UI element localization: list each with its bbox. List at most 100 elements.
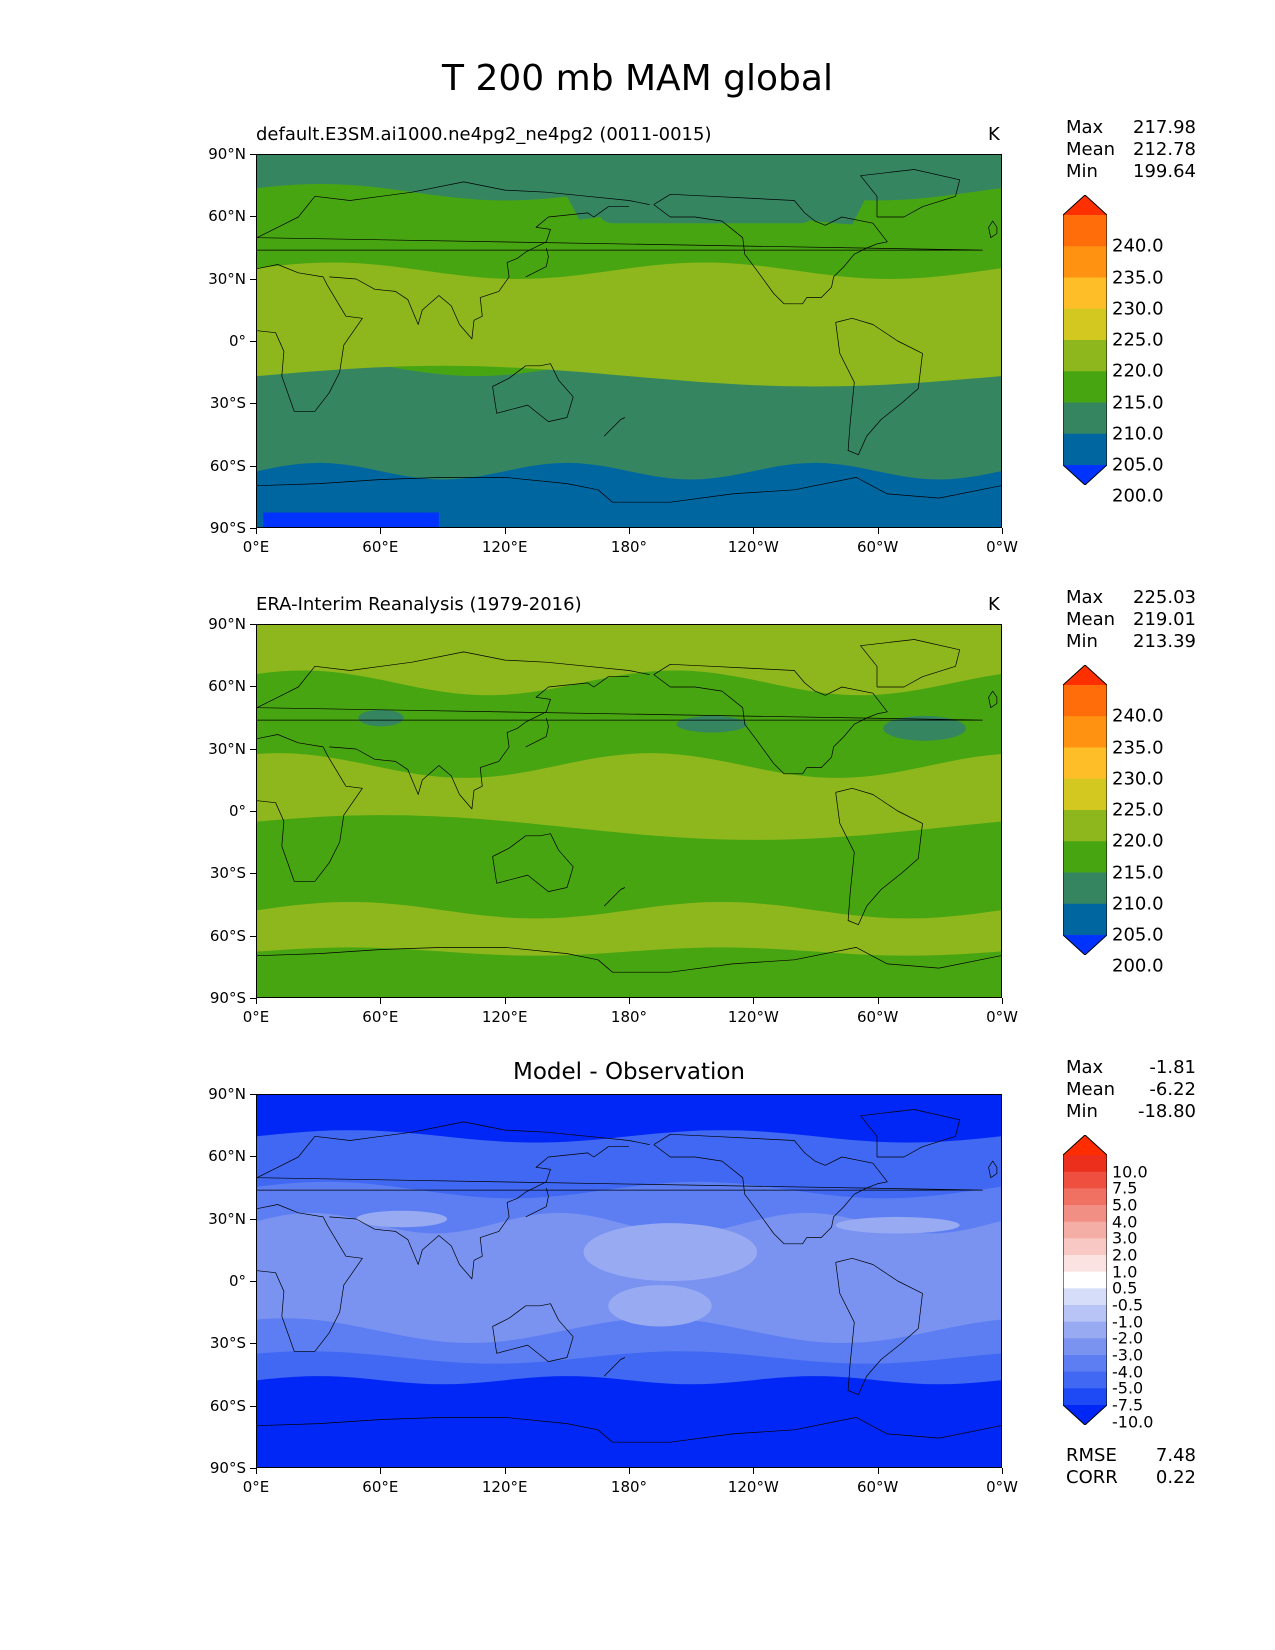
lon-tick bbox=[629, 1468, 630, 1474]
metric-row: RMSE 7.48 bbox=[1066, 1445, 1196, 1467]
colorbar-extend-min bbox=[1063, 465, 1107, 485]
lon-tick-label: 120°W bbox=[727, 538, 779, 556]
coastline bbox=[860, 169, 961, 218]
stat-label: Mean bbox=[1066, 1079, 1116, 1100]
stat-label: Min bbox=[1066, 1101, 1098, 1122]
contour-fill bbox=[583, 1223, 758, 1281]
lat-tick bbox=[250, 1405, 256, 1407]
coastline bbox=[653, 1133, 888, 1245]
lon-tick-label: 120°W bbox=[727, 1478, 779, 1496]
stat-value: 225.03 bbox=[1133, 587, 1196, 608]
colorbar-tick-label: -2.0 bbox=[1112, 1328, 1144, 1348]
lat-tick bbox=[250, 403, 256, 405]
lat-tick bbox=[250, 528, 256, 529]
lon-tick bbox=[629, 998, 630, 1004]
coastline bbox=[329, 676, 629, 810]
stat-value: -6.22 bbox=[1149, 1079, 1196, 1100]
colorbar-tick-label: -1.0 bbox=[1112, 1312, 1144, 1332]
lat-tick-label: 30°N bbox=[208, 739, 246, 758]
lon-tick bbox=[256, 1468, 257, 1474]
lat-tick-label: 0° bbox=[228, 332, 246, 350]
colorbar-segment bbox=[1063, 1255, 1107, 1273]
stat-value: -18.80 bbox=[1137, 1101, 1196, 1122]
stat-value: -1.81 bbox=[1149, 1057, 1196, 1078]
lat-tick-label: 90°S bbox=[209, 989, 246, 1007]
colorbar-segment bbox=[1063, 1305, 1107, 1323]
colorbar-tick-label: 10.0 bbox=[1112, 1162, 1148, 1182]
colorbar-extend-min bbox=[1063, 935, 1107, 955]
map-area bbox=[256, 1094, 1002, 1468]
colorbar-tick-label: 210.0 bbox=[1112, 893, 1164, 915]
lon-tick bbox=[380, 998, 382, 1004]
lat-tick-label: 60°N bbox=[208, 207, 246, 226]
lat-tick-label: 90°S bbox=[209, 519, 246, 537]
colorbar-segment bbox=[1063, 810, 1107, 842]
lat-tick bbox=[250, 216, 256, 218]
stat-label: Mean bbox=[1066, 609, 1116, 630]
lat-tick-label: 90°N bbox=[208, 1085, 246, 1103]
stat-row: Mean -6.22 bbox=[1066, 1079, 1196, 1101]
lat-tick bbox=[250, 154, 256, 155]
contour-fill bbox=[257, 462, 1001, 527]
lat-tick-label: 60°S bbox=[209, 1396, 246, 1415]
lat-tick-label: 30°N bbox=[208, 269, 246, 288]
coastline bbox=[257, 1417, 1001, 1443]
units-label: K bbox=[988, 124, 1000, 145]
colorbar-segment bbox=[1063, 1188, 1107, 1206]
coastline bbox=[988, 220, 998, 238]
lat-tick bbox=[250, 624, 256, 625]
colorbar-segment bbox=[1063, 1321, 1107, 1339]
colorbar-tick-label: -10.0 bbox=[1112, 1412, 1154, 1432]
coastline bbox=[257, 947, 1001, 973]
colorbar-tick-label: -0.5 bbox=[1112, 1295, 1144, 1315]
lon-tick-label: 60°W bbox=[856, 538, 899, 556]
lat-tick bbox=[250, 278, 256, 280]
units-label: K bbox=[988, 594, 1000, 615]
model-panel: default.E3SM.ai1000.ne4pg2_ne4pg2 (0011-… bbox=[0, 0, 1275, 556]
lon-tick-label: 0°E bbox=[242, 1008, 270, 1026]
coastline bbox=[653, 193, 888, 305]
stats-box: Max 217.98 Mean 212.78 Min 199.64 bbox=[1066, 117, 1196, 183]
colorbar-tick-label: 7.5 bbox=[1112, 1178, 1138, 1198]
lon-tick bbox=[380, 1468, 382, 1474]
colorbar-tick-label: 225.0 bbox=[1112, 799, 1164, 821]
colorbar bbox=[1062, 194, 1108, 489]
colorbar-tick-label: 5.0 bbox=[1112, 1195, 1138, 1215]
contour-fill bbox=[356, 1210, 448, 1228]
stat-value: 213.39 bbox=[1133, 631, 1196, 652]
stat-row: Min 199.64 bbox=[1066, 161, 1196, 183]
contour-fill bbox=[358, 709, 404, 727]
lat-tick-label: 30°S bbox=[209, 864, 246, 883]
contour-map bbox=[257, 155, 1001, 527]
lat-tick bbox=[250, 1281, 256, 1282]
coastline bbox=[257, 1121, 983, 1191]
coastline bbox=[257, 1204, 363, 1352]
stat-label: Min bbox=[1066, 631, 1098, 652]
stat-label: Mean bbox=[1066, 139, 1116, 160]
colorbar-segment bbox=[1063, 402, 1107, 435]
contour-fill bbox=[883, 715, 966, 741]
lon-tick bbox=[753, 998, 755, 1004]
map-area bbox=[256, 154, 1002, 528]
lat-tick bbox=[250, 341, 256, 342]
lat-tick bbox=[250, 686, 256, 688]
colorbar-tick-label: -4.0 bbox=[1112, 1362, 1144, 1382]
stat-row: Max 225.03 bbox=[1066, 587, 1196, 609]
lon-tick-label: 0°E bbox=[242, 1478, 270, 1496]
coastline bbox=[257, 651, 983, 721]
colorbar-tick-label: 200.0 bbox=[1112, 485, 1164, 507]
colorbar-tick-label: 240.0 bbox=[1112, 235, 1164, 257]
lat-tick bbox=[250, 1218, 256, 1220]
lon-tick bbox=[1002, 998, 1003, 1004]
stat-row: Max 217.98 bbox=[1066, 117, 1196, 139]
map-area bbox=[256, 624, 1002, 998]
coastline bbox=[835, 787, 923, 926]
lon-tick bbox=[753, 528, 755, 534]
colorbar-tick-label: -7.5 bbox=[1112, 1395, 1144, 1415]
colorbar-tick-label: -5.0 bbox=[1112, 1378, 1144, 1398]
stat-value: 219.01 bbox=[1133, 609, 1196, 630]
lon-tick bbox=[753, 1468, 755, 1474]
metrics-box: RMSE 7.48 CORR 0.22 bbox=[1066, 1445, 1196, 1489]
colorbar-segment bbox=[1063, 1355, 1107, 1373]
lat-tick bbox=[250, 873, 256, 875]
